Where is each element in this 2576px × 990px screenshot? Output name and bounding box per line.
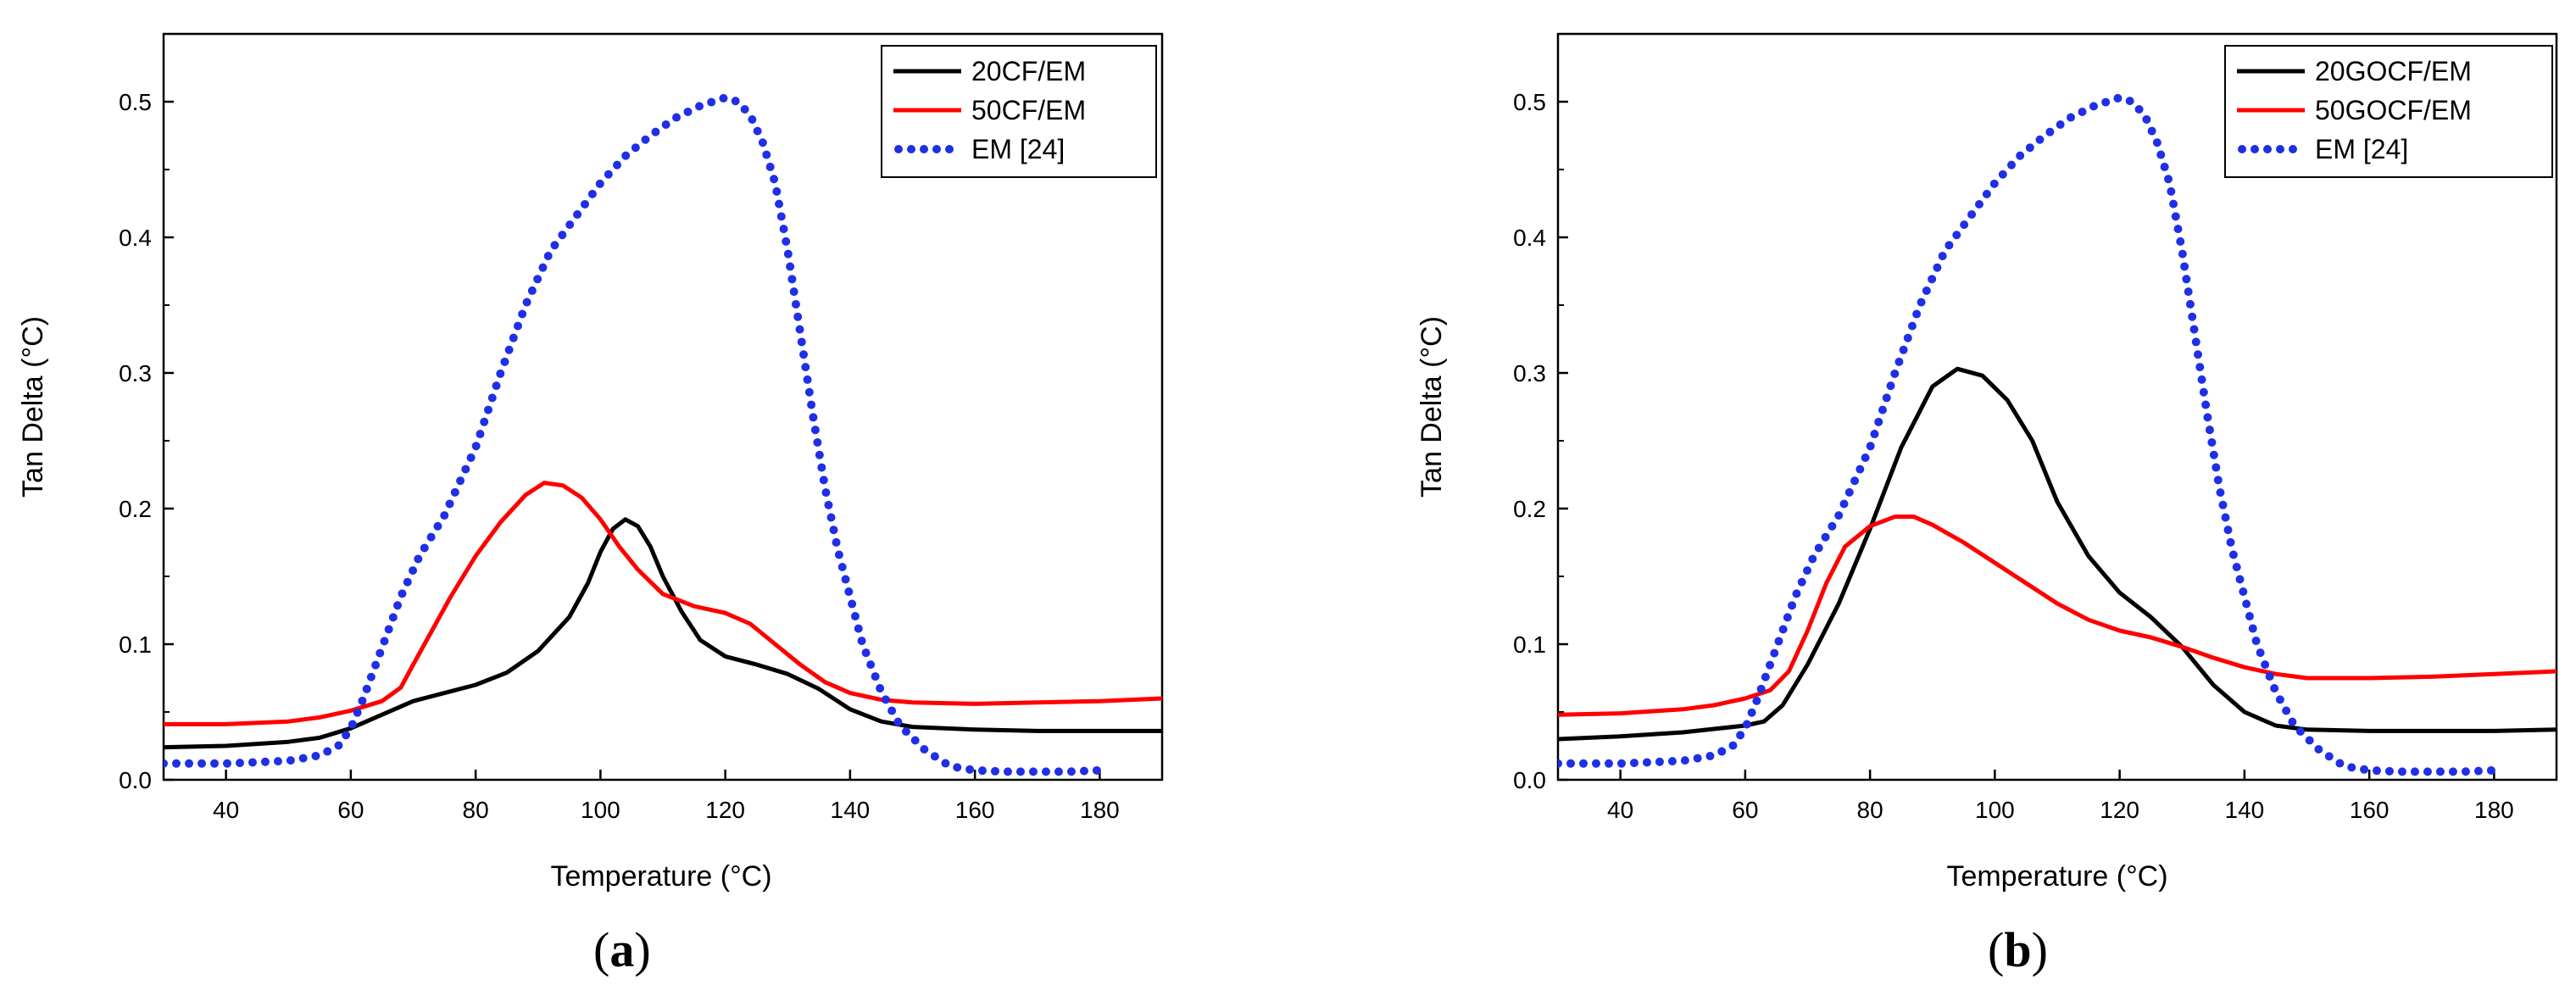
x-axis-title: Temperature (°C) bbox=[550, 860, 771, 893]
series-line-20gocf-em bbox=[1558, 366, 2557, 742]
y-tick-label: 0.3 bbox=[1513, 360, 1546, 387]
y-tick-label: 0.5 bbox=[1513, 89, 1546, 115]
series-line-50gocf-em bbox=[1558, 514, 2557, 717]
y-tick-label: 0.1 bbox=[119, 631, 152, 658]
legend: 20GOCF/EM 50GOCF/EM EM [24] bbox=[2224, 45, 2553, 178]
x-tick-label: 160 bbox=[2350, 797, 2390, 823]
x-tick-label: 120 bbox=[705, 797, 745, 823]
y-tick-label: 0.5 bbox=[119, 89, 152, 115]
x-tick-label: 120 bbox=[2100, 797, 2139, 823]
x-tick-label: 180 bbox=[2474, 797, 2514, 823]
y-axis-title: Tan Delta (°C) bbox=[1416, 316, 1448, 498]
y-tick-label: 0.0 bbox=[1513, 767, 1546, 793]
x-tick-label: 100 bbox=[581, 797, 620, 823]
x-tick-label: 40 bbox=[213, 797, 239, 823]
chart-panel-a: 40 60 80 100 120 140 160 180 0.0 0.1 0.2 0.3 0.4 0.5 T… bbox=[17, 32, 1164, 977]
x-tick-label: 160 bbox=[955, 797, 995, 823]
panel-label-letter: a bbox=[609, 922, 634, 977]
x-tick-label: 180 bbox=[1080, 797, 1120, 823]
series-line-em-24 bbox=[164, 93, 1104, 776]
plot-frame bbox=[1556, 32, 2558, 781]
legend-label: 20CF/EM bbox=[971, 56, 1086, 86]
series-line-20cf-em bbox=[164, 517, 1162, 750]
y-axis-title: Tan Delta (°C) bbox=[17, 316, 49, 498]
plot-frame bbox=[162, 32, 1164, 781]
series-line-em-24 bbox=[1558, 93, 2499, 776]
y-tick-label: 0.2 bbox=[1513, 496, 1546, 522]
panel-label-letter: b bbox=[2004, 922, 2031, 977]
x-tick-label: 100 bbox=[1975, 797, 2015, 823]
panel-label: (a) bbox=[593, 922, 651, 977]
chart-panel-b: 40 60 80 100 120 140 160 180 0.0 0.1 0.2 0.3 0.4 0.5 T… bbox=[1416, 32, 2558, 977]
y-tick-label: 0.1 bbox=[1513, 631, 1546, 658]
panel-label: (b) bbox=[1988, 922, 2048, 977]
y-tick-label: 0.4 bbox=[1513, 225, 1546, 251]
legend-label: EM [24] bbox=[971, 134, 1065, 164]
x-tick-label: 60 bbox=[337, 797, 364, 823]
x-tick-label: 140 bbox=[2225, 797, 2265, 823]
y-tick-label: 0.4 bbox=[119, 225, 152, 251]
x-tick-label: 80 bbox=[1857, 797, 1883, 823]
x-tick-label: 80 bbox=[463, 797, 489, 823]
series-line-50cf-em bbox=[164, 481, 1162, 726]
x-tick-label: 40 bbox=[1607, 797, 1633, 823]
x-tick-label: 60 bbox=[1732, 797, 1758, 823]
y-tick-label: 0.0 bbox=[119, 767, 152, 793]
legend-label: 50GOCF/EM bbox=[2315, 95, 2472, 125]
legend-label: 20GOCF/EM bbox=[2315, 56, 2472, 86]
x-tick-label: 140 bbox=[831, 797, 871, 823]
x-axis-title: Temperature (°C) bbox=[1946, 860, 2167, 893]
legend-label: 50CF/EM bbox=[971, 95, 1086, 125]
y-tick-label: 0.2 bbox=[119, 496, 152, 522]
legend: 20CF/EM 50CF/EM EM [24] bbox=[881, 45, 1157, 178]
y-tick-label: 0.3 bbox=[119, 360, 152, 387]
legend-label: EM [24] bbox=[2315, 134, 2408, 164]
